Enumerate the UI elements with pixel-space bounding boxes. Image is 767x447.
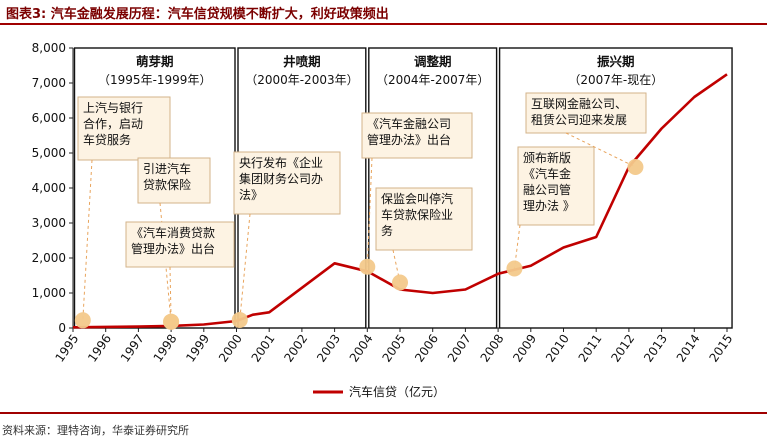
event-leader-line — [239, 213, 251, 320]
period-range: （1995年-1999年） — [98, 73, 211, 87]
event-annotation-text: 贷款保险 — [143, 177, 191, 192]
y-tick-label: 2,000 — [32, 251, 66, 265]
y-tick-label: 7,000 — [32, 76, 66, 90]
x-tick-label: 2010 — [543, 332, 572, 365]
event-marker — [359, 258, 376, 275]
x-tick-label: 2011 — [576, 332, 605, 365]
event-annotation-text: 互联网金融公司、 — [531, 96, 627, 111]
y-tick-label: 1,000 — [32, 286, 66, 300]
x-tick-label: 2003 — [314, 332, 343, 365]
event-marker — [163, 313, 180, 330]
y-tick-label: 3,000 — [32, 216, 66, 230]
x-tick-label: 1999 — [183, 332, 212, 365]
x-tick-label: 2012 — [608, 332, 637, 365]
y-tick-label: 8,000 — [32, 41, 66, 55]
period-box — [498, 47, 733, 329]
event-annotation-text: 融公司管 — [523, 182, 571, 197]
x-tick-label: 2005 — [379, 332, 408, 365]
event-annotation-text: 《汽车消费贷款 — [131, 225, 215, 240]
event-leader-line — [82, 159, 93, 321]
event-marker — [627, 159, 644, 175]
x-tick-label: 2004 — [347, 332, 376, 365]
event-annotation-text: 法》 — [239, 188, 263, 202]
event-annotation-text: 理办法 》 — [523, 198, 575, 213]
event-annotation-text: 管理办法》出台 — [131, 241, 215, 256]
period-range: （2000年-2003年） — [245, 73, 358, 87]
event-annotation-box — [375, 187, 473, 251]
x-tick-label: 2002 — [281, 332, 310, 365]
y-tick-label: 6,000 — [32, 111, 66, 125]
y-tick-label: 4,000 — [32, 181, 66, 195]
event-annotation-text: 车贷服务 — [83, 132, 131, 147]
event-marker — [74, 312, 91, 329]
figure-header: 图表3: 汽车金融发展历程：汽车信贷规模不断扩大，利好政策频出 — [0, 0, 767, 25]
event-annotation-text: 管理办法》出台 — [367, 132, 451, 147]
x-tick-label: 1995 — [52, 332, 81, 365]
period-range: （2004年-2007年） — [376, 73, 489, 87]
period-title: 萌芽期 — [136, 54, 174, 69]
footer-rule — [0, 412, 767, 414]
figure-source: 资料来源：理特咨询，华泰证券研究所 — [2, 424, 189, 437]
event-annotation-text: 集团财务公司办 — [239, 171, 323, 186]
x-tick-label: 2001 — [249, 332, 278, 365]
period-box — [368, 47, 498, 329]
event-annotation-text: 上汽与银行 — [83, 100, 143, 115]
series-line-auto-credit — [72, 73, 728, 329]
event-annotation-text: 引进汽车 — [143, 161, 191, 176]
header-rule — [0, 23, 767, 25]
event-annotation-box — [77, 96, 171, 161]
event-annotation-box — [517, 146, 595, 226]
figure-title: 图表3: 汽车金融发展历程：汽车信贷规模不断扩大，利好政策频出 — [6, 7, 389, 22]
event-annotation-text: 租赁公司迎来发展 — [531, 112, 627, 127]
legend-label: 汽车信贷（亿元） — [349, 384, 445, 399]
event-annotation-text: 《汽车金融公司 — [367, 116, 451, 131]
period-title: 调整期 — [414, 54, 452, 69]
event-marker — [231, 311, 248, 328]
period-range: （2007年-现在） — [568, 73, 663, 87]
y-tick-label: 0 — [58, 321, 66, 335]
x-tick-label: 2014 — [674, 332, 703, 365]
period-title: 井喷期 — [283, 54, 321, 69]
event-annotation-text: 颁布新版 — [523, 150, 571, 165]
event-annotation-text: 保监会叫停汽 — [381, 191, 453, 206]
x-tick-label: 2009 — [510, 332, 539, 365]
event-annotation-text: 合作，启动 — [83, 116, 143, 131]
event-annotation-box — [125, 221, 235, 268]
event-annotation-text: 务 — [381, 223, 393, 238]
x-tick-label: 2007 — [445, 332, 474, 365]
event-leader-line — [366, 157, 373, 267]
y-tick-label: 5,000 — [32, 146, 66, 160]
event-leader-line — [565, 132, 636, 168]
event-annotation-box — [361, 112, 473, 159]
event-annotation-text: 央行发布《企业 — [239, 155, 323, 170]
x-tick-label: 1997 — [118, 332, 147, 365]
x-tick-label: 1998 — [151, 332, 180, 365]
x-tick-label: 2015 — [706, 332, 735, 365]
x-tick-label: 2013 — [641, 332, 670, 365]
period-title: 振兴期 — [597, 54, 635, 69]
event-marker — [506, 260, 523, 277]
x-tick-label: 1996 — [85, 332, 114, 365]
x-tick-label: 2000 — [216, 332, 245, 365]
event-marker — [392, 274, 408, 291]
event-annotation-box — [137, 157, 211, 204]
event-annotation-text: 车贷款保险业 — [381, 207, 453, 222]
event-annotation-box — [233, 151, 341, 215]
event-annotation-box — [525, 92, 647, 134]
x-tick-label: 2006 — [412, 332, 441, 365]
x-tick-label: 2008 — [478, 332, 507, 365]
event-annotation-text: 《汽车金 — [523, 166, 571, 181]
